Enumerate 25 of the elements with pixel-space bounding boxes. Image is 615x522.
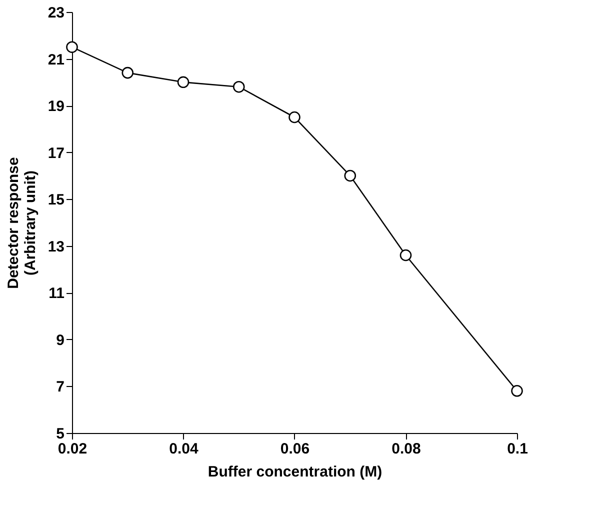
- point: [511, 385, 523, 397]
- y-tick-label: 5: [56, 426, 64, 442]
- point: [288, 111, 300, 124]
- point: [177, 76, 190, 88]
- x-tick-label: 0.08: [392, 440, 421, 458]
- x-tick-label: 0.1: [507, 440, 528, 458]
- y-tick-label: 17: [48, 144, 64, 162]
- y-tick-label: 11: [48, 285, 64, 302]
- y-tick-label: 15: [48, 192, 64, 209]
- x-tick-label: 0.04: [169, 440, 199, 458]
- point: [66, 41, 78, 53]
- point: [400, 249, 412, 262]
- y-tick-label: 23: [48, 4, 64, 22]
- point: [344, 170, 356, 182]
- y-tick-label: 13: [48, 238, 64, 256]
- x-tick-label: 0.02: [58, 440, 88, 458]
- x-axis-title: Buffer concentration (M): [208, 464, 382, 480]
- y-tick-label: 7: [56, 378, 64, 396]
- y-axis-title: Detector response (Arbitrary unit): [4, 157, 39, 289]
- y-tick-label: 21: [48, 51, 64, 68]
- y-tick-label: 19: [48, 98, 64, 116]
- point: [122, 66, 134, 79]
- x-tick-label: 0.06: [280, 440, 310, 458]
- y-tick-label: 9: [56, 332, 64, 349]
- point: [232, 80, 245, 93]
